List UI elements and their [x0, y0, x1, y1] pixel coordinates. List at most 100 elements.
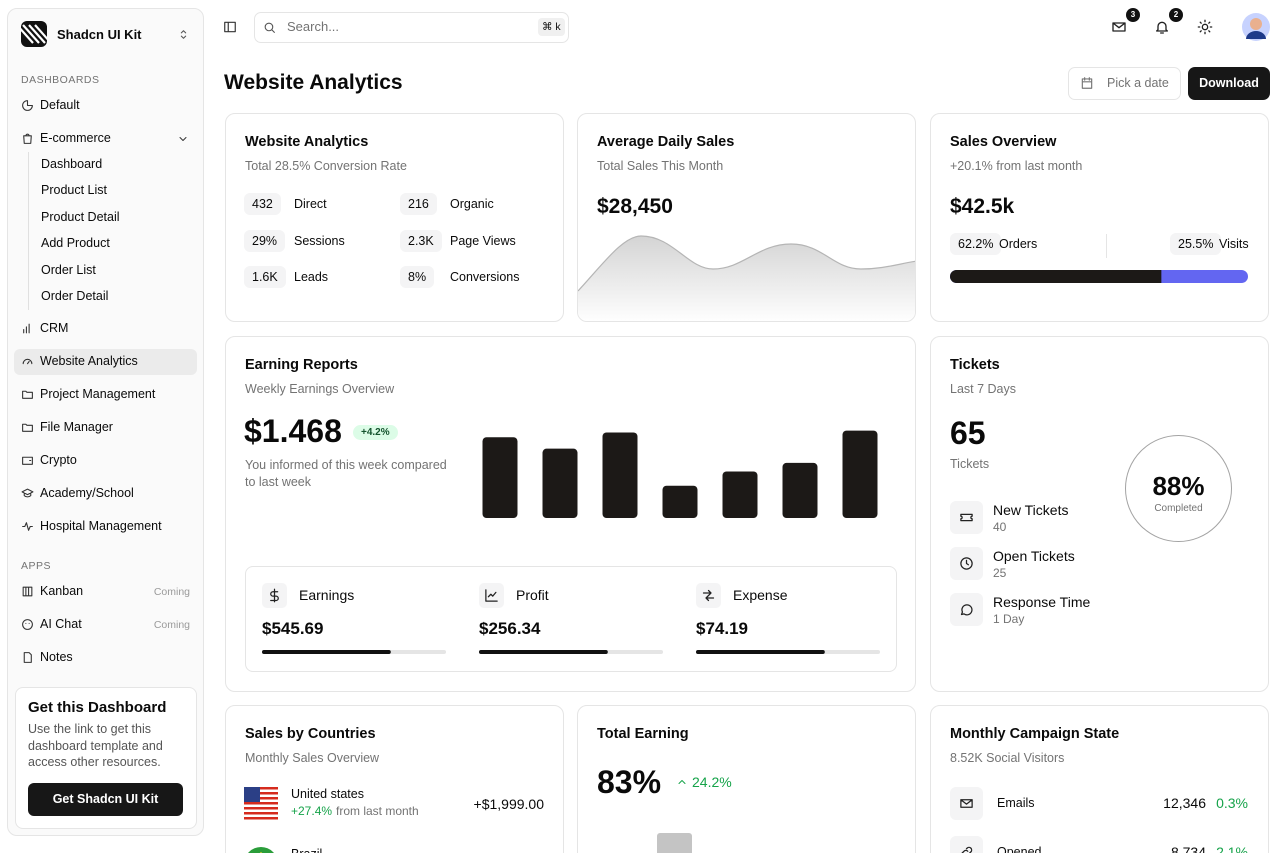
- metric-progress: [262, 650, 446, 654]
- metric-label: Profit: [516, 587, 549, 603]
- campaign-label: Opened: [997, 845, 1042, 853]
- nav-item[interactable]: Kanban: [40, 584, 84, 598]
- search-box[interactable]: [254, 12, 569, 43]
- flag-canton: [244, 787, 260, 802]
- orders-label: Orders: [999, 237, 1038, 251]
- icon-shape: [1112, 22, 1126, 32]
- campaign-value: 8,734: [1170, 844, 1206, 853]
- date-picker[interactable]: [1068, 67, 1181, 100]
- icon[interactable]: [21, 132, 34, 145]
- sales-value: $28,450: [597, 195, 673, 218]
- nav-item[interactable]: CRM: [40, 321, 69, 335]
- monthly-campaign-card: Monthly Campaign State 8.52K Social Visit…: [930, 705, 1269, 853]
- progress-fill: [262, 650, 391, 654]
- nav-item[interactable]: Website Analytics: [40, 354, 138, 368]
- icon[interactable]: [177, 28, 190, 41]
- ticket-item-label: New Tickets: [993, 502, 1069, 518]
- icon[interactable]: [223, 20, 237, 34]
- icon[interactable]: [21, 421, 34, 434]
- campaign-value: 12,346: [1163, 795, 1206, 811]
- card-title: Sales by Countries: [245, 726, 376, 742]
- nav-subitem[interactable]: Dashboard: [41, 157, 103, 171]
- metric-value: $74.19: [696, 619, 748, 638]
- flag-stripe: [244, 817, 278, 820]
- nav-item[interactable]: File Manager: [40, 420, 113, 434]
- icon[interactable]: [21, 388, 34, 401]
- avatar-head: [1250, 18, 1262, 30]
- stat-label: Conversions: [450, 270, 520, 284]
- promo-title: Get this Dashboard: [28, 699, 167, 716]
- stat-value: 29%: [244, 229, 286, 252]
- avatar[interactable]: [1242, 13, 1270, 41]
- ticket-item-label: Response Time: [993, 594, 1091, 610]
- nav-subitem[interactable]: Order Detail: [41, 289, 109, 303]
- card-title: Tickets: [950, 357, 1000, 373]
- sales-by-countries-card: Sales by Countries Monthly Sales Overview…: [225, 705, 564, 853]
- nav-subitem[interactable]: Order List: [41, 262, 96, 277]
- icon-shape: [702, 589, 715, 602]
- icon[interactable]: [21, 618, 34, 631]
- icon[interactable]: [21, 520, 34, 533]
- icon[interactable]: [21, 651, 34, 664]
- nav-item[interactable]: Notes: [40, 650, 73, 664]
- date-picker-label[interactable]: Pick a date: [1107, 76, 1169, 90]
- ticket-item-value: 25: [993, 566, 1007, 580]
- stat-label: Sessions: [294, 233, 345, 248]
- shortcut-key: ⌘ k: [538, 18, 565, 36]
- brand-name[interactable]: Shadcn UI Kit: [57, 27, 142, 42]
- card-title: Website Analytics: [245, 134, 369, 150]
- nav-item[interactable]: Academy/School: [40, 486, 134, 500]
- flag-stripe: [244, 787, 278, 790]
- nav-subitem[interactable]: Add Product: [41, 236, 110, 251]
- stat-label: Direct: [294, 197, 327, 211]
- icon-shape: [485, 589, 498, 602]
- icon[interactable]: [177, 133, 189, 145]
- nav-item[interactable]: Project Management: [40, 387, 156, 401]
- completion-label: Completed: [1154, 503, 1203, 514]
- icon[interactable]: [21, 99, 34, 112]
- nav-item[interactable]: E-commerce: [40, 131, 111, 145]
- icon-shape: [22, 586, 33, 597]
- total-earning-value: 83%: [597, 764, 662, 800]
- tickets-card: Tickets Last 7 Days 65 Tickets 88% Completed N…: [930, 336, 1269, 692]
- nav-item[interactable]: AI Chat: [40, 617, 82, 631]
- icon[interactable]: [1154, 19, 1170, 35]
- nav-tag: Coming: [153, 586, 190, 598]
- nav-item[interactable]: Default: [40, 98, 80, 112]
- nav-section-label: DASHBOARDS: [21, 74, 100, 86]
- icon[interactable]: [1197, 19, 1213, 35]
- icon[interactable]: [21, 585, 34, 598]
- nav-item[interactable]: Crypto: [40, 453, 77, 467]
- search-placeholder[interactable]: Search...: [287, 19, 340, 34]
- ticket-item-value: 40: [993, 520, 1007, 534]
- flag-bg: [248, 847, 274, 853]
- promo-button[interactable]: Get Shadcn UI Kit: [28, 783, 183, 816]
- icon[interactable]: [21, 355, 34, 368]
- icon[interactable]: [21, 487, 34, 500]
- icon-shape: [1156, 21, 1168, 34]
- stat-label: Organic: [450, 197, 494, 211]
- icon-shape: [23, 652, 32, 663]
- card-title: Monthly Campaign State: [950, 726, 1120, 742]
- icon: [270, 588, 279, 603]
- icon-shape: [23, 323, 30, 334]
- ticket-item-label: Open Tickets: [993, 548, 1075, 564]
- icon[interactable]: [21, 454, 34, 467]
- icon-shape: [678, 780, 686, 784]
- bar: [662, 485, 698, 518]
- flag-stripe: [244, 797, 278, 800]
- icon[interactable]: [1111, 19, 1127, 35]
- bar-chart: MoThuWeThFrSaSu: [482, 430, 878, 518]
- orders-bar: [950, 270, 1162, 283]
- nav-subitem[interactable]: Product Detail: [41, 209, 120, 224]
- overview-value: $42.5k: [950, 195, 1015, 218]
- icon[interactable]: [21, 322, 34, 335]
- country-name: United states: [291, 787, 364, 801]
- download-button[interactable]: Download: [1188, 67, 1270, 100]
- icon-shape: [1197, 19, 1213, 35]
- stat-value: 1.6K: [244, 266, 286, 288]
- card-subtitle: +20.1% from last month: [950, 159, 1083, 173]
- icon: [1081, 77, 1093, 89]
- nav-item[interactable]: Hospital Management: [40, 519, 162, 533]
- nav-subitem[interactable]: Product List: [41, 183, 108, 198]
